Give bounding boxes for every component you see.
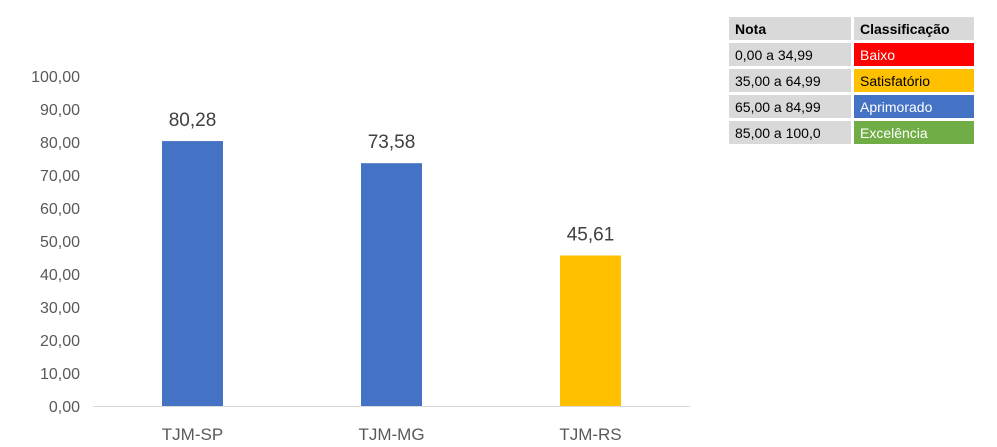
y-tick-label: 60,00 (40, 201, 80, 218)
classificacao-cell: Aprimorado (854, 95, 974, 118)
header-classificacao: Classificação (854, 17, 974, 40)
bars (162, 141, 621, 407)
data-label: 73,58 (368, 132, 416, 153)
y-axis-ticks: 0,00 10,00 20,00 30,00 40,00 50,00 60,00 70,00 8… (31, 69, 80, 416)
data-labels: 80,28 73,58 45,61 (169, 110, 615, 245)
x-tick-label: TJM-SP (162, 425, 223, 444)
bar (560, 255, 621, 406)
bar (361, 163, 422, 406)
y-tick-label: 40,00 (40, 267, 80, 284)
classificacao-cell: Excelência (854, 121, 974, 144)
classification-row-satisfatorio: 35,00 a 64,99 Satisfatório (729, 69, 974, 92)
x-tick-label: TJM-MG (358, 425, 424, 444)
y-tick-label: 50,00 (40, 234, 80, 251)
y-tick-label: 100,00 (31, 69, 80, 86)
nota-range: 0,00 a 34,99 (729, 43, 851, 66)
nota-range: 85,00 a 100,0 (729, 121, 851, 144)
classification-table-header: Nota Classificação (729, 17, 974, 40)
y-tick-label: 20,00 (40, 333, 80, 350)
y-tick-label: 10,00 (40, 366, 80, 383)
classification-row-baixo: 0,00 a 34,99 Baixo (729, 43, 974, 66)
y-tick-label: 80,00 (40, 135, 80, 152)
nota-range: 35,00 a 64,99 (729, 69, 851, 92)
y-tick-label: 0,00 (49, 399, 80, 416)
classificacao-cell: Satisfatório (854, 69, 974, 92)
data-label: 45,61 (567, 224, 615, 245)
bar-chart: 0,00 10,00 20,00 30,00 40,00 50,00 60,00 70,00 8… (31, 69, 690, 444)
header-nota: Nota (729, 17, 851, 40)
data-label: 80,28 (169, 110, 217, 131)
y-tick-label: 30,00 (40, 300, 80, 317)
classification-row-aprimorado: 65,00 a 84,99 Aprimorado (729, 95, 974, 118)
classification-table: Nota Classificação 0,00 a 34,99 Baixo 35… (729, 14, 974, 147)
classificacao-cell: Baixo (854, 43, 974, 66)
x-tick-label: TJM-RS (559, 425, 621, 444)
bar (162, 141, 223, 407)
category-labels: TJM-SP TJM-MG TJM-RS (162, 425, 622, 444)
nota-range: 65,00 a 84,99 (729, 95, 851, 118)
y-tick-label: 70,00 (40, 168, 80, 185)
classification-row-excelencia: 85,00 a 100,0 Excelência (729, 121, 974, 144)
y-tick-label: 90,00 (40, 102, 80, 119)
